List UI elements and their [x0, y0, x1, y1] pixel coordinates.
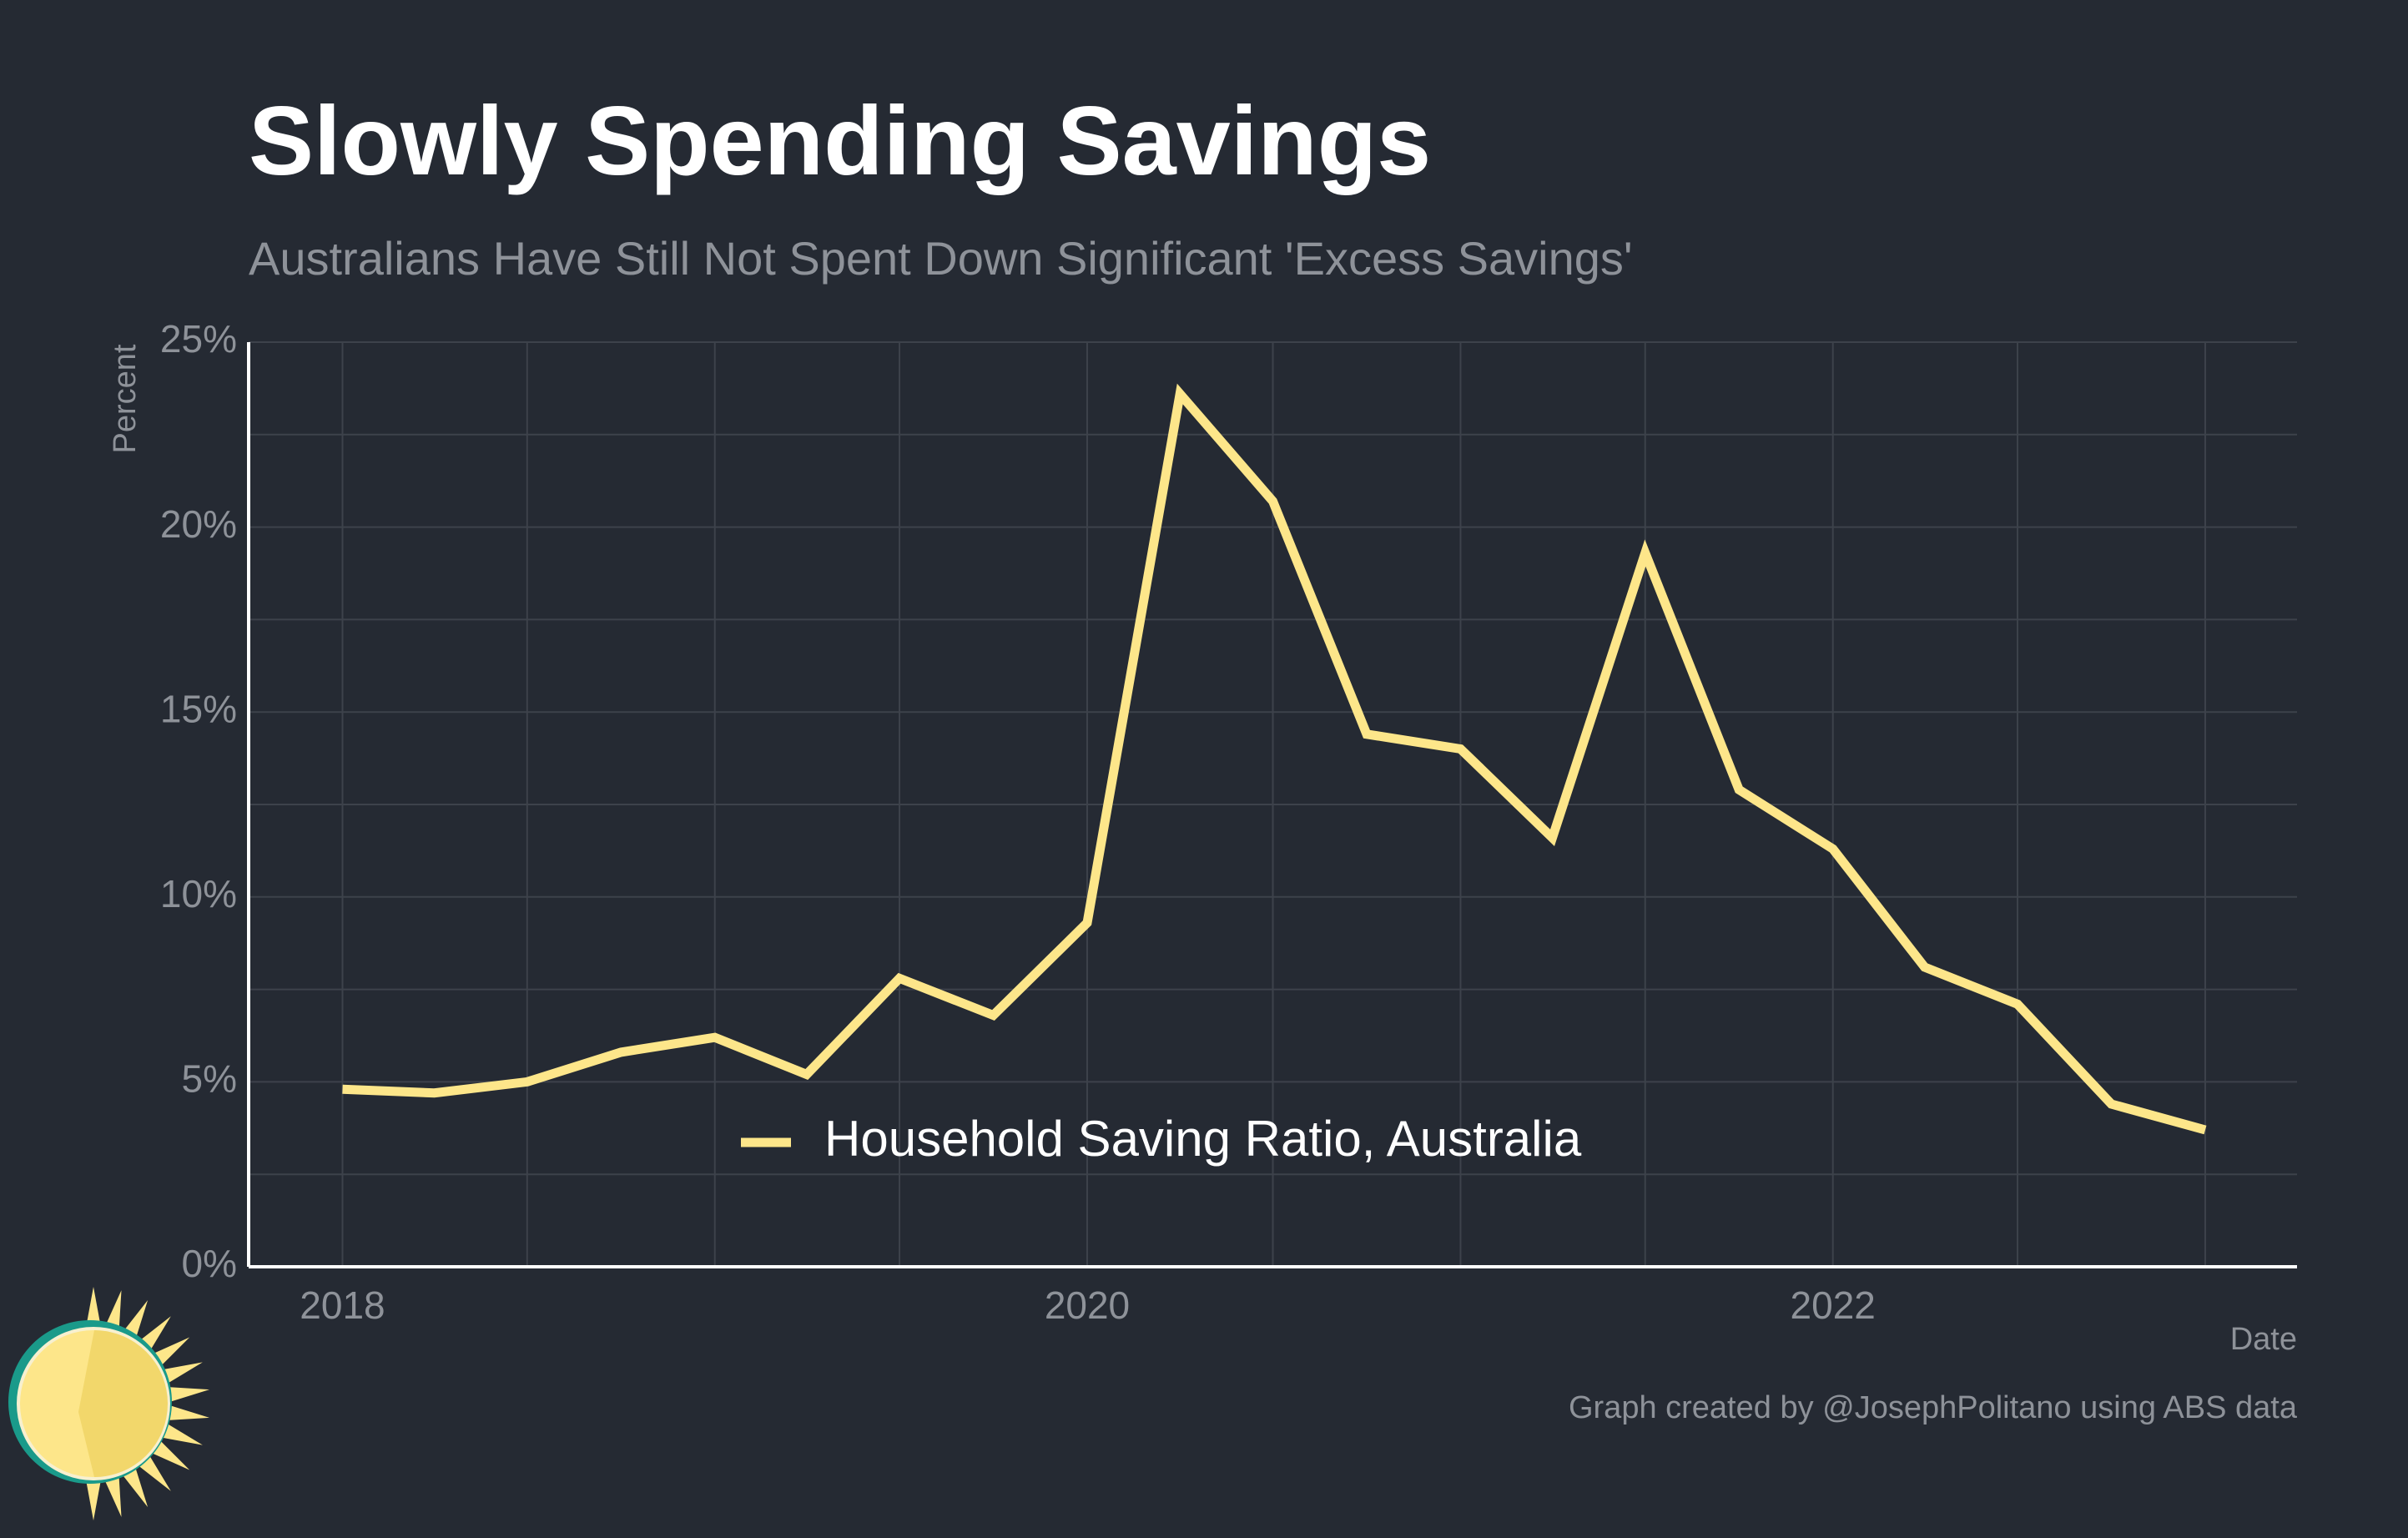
y-tick-label: 25%: [160, 317, 237, 361]
logo-sun-shade: [78, 1330, 168, 1477]
data-point: [434, 1092, 436, 1094]
x-tick-label: 2022: [1791, 1283, 1876, 1327]
legend-label: Household Saving Ratio, Australia: [824, 1111, 1582, 1167]
data-point: [714, 1036, 716, 1038]
data-point: [1738, 789, 1740, 790]
data-point: [1366, 734, 1368, 735]
data-point: [993, 1015, 995, 1016]
data-point: [1551, 837, 1553, 839]
data-point: [1086, 922, 1088, 924]
data-point: [1832, 848, 1834, 850]
sun-icon: [8, 1287, 209, 1520]
data-point: [1459, 749, 1461, 750]
x-tick-label: 2018: [300, 1283, 385, 1327]
data-point: [2204, 1129, 2206, 1131]
data-point: [1179, 393, 1181, 395]
y-tick-label: 15%: [160, 687, 237, 730]
data-point: [2110, 1103, 2112, 1105]
data-point: [1272, 501, 1274, 502]
data-point: [806, 1074, 808, 1076]
data-point: [526, 1081, 528, 1082]
x-tick-label: 2020: [1045, 1283, 1130, 1327]
data-point: [620, 1051, 622, 1053]
data-point: [341, 1088, 343, 1090]
y-tick-label: 5%: [182, 1057, 237, 1101]
data-point: [1645, 552, 1646, 554]
x-axis-title: Date: [2229, 1322, 2297, 1357]
series-line: [342, 383, 2207, 1135]
data-point: [899, 977, 900, 979]
chart-subtitle: Australians Have Still Not Spent Down Si…: [249, 232, 1633, 285]
y-tick-label: 10%: [160, 872, 237, 915]
data-point: [1924, 966, 1926, 968]
source-caption: Graph created by @JosephPolitano using A…: [1568, 1390, 2297, 1425]
y-tick-label: 0%: [182, 1242, 237, 1285]
data-point: [2017, 1003, 2018, 1005]
chart-title: Slowly Spending Savings: [249, 86, 1432, 195]
y-tick-label: 20%: [160, 502, 237, 546]
